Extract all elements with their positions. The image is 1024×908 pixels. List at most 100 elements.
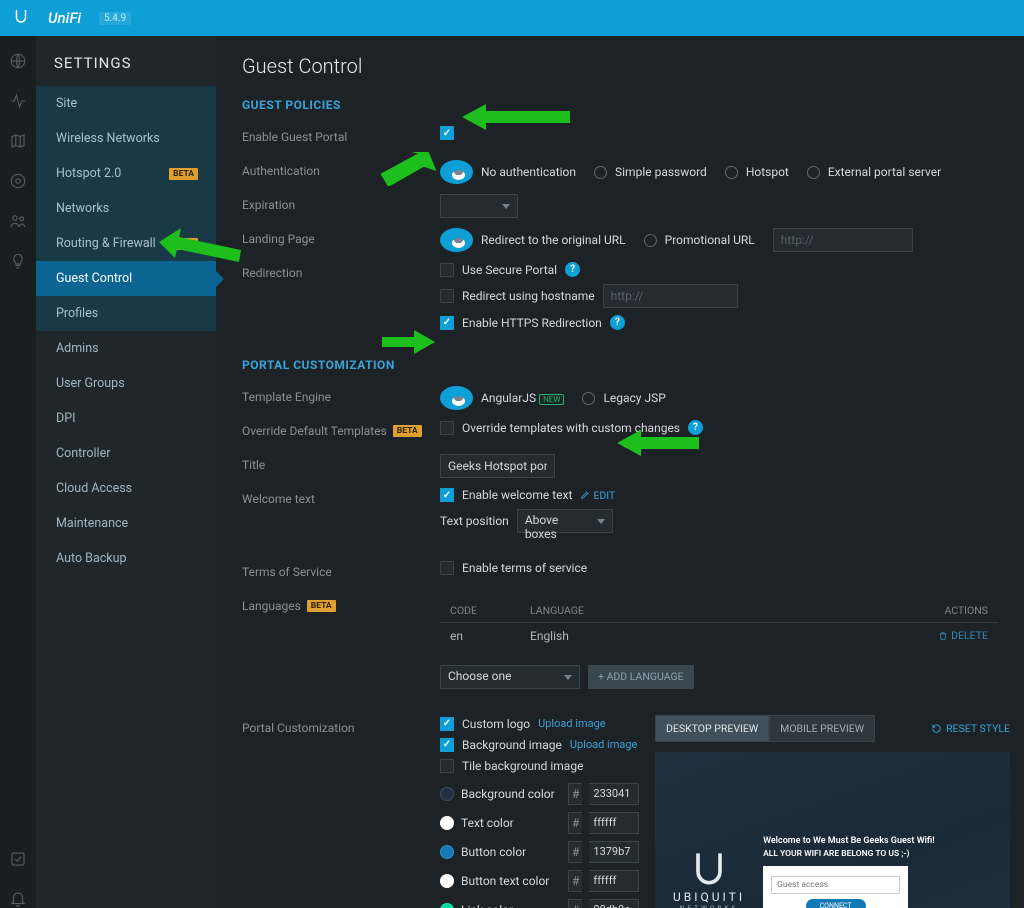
- preview-connect-button: CONNECT: [806, 899, 866, 908]
- guest-policies-heading: GUEST POLICIES: [242, 98, 998, 112]
- tpl-radio[interactable]: [582, 392, 595, 405]
- title-input[interactable]: [440, 454, 555, 478]
- portal-custom-heading: PORTAL CUSTOMIZATION: [242, 358, 998, 372]
- bell-icon[interactable]: [9, 890, 27, 908]
- template-label: Template Engine: [242, 386, 440, 404]
- add-language-button[interactable]: ADD LANGUAGE: [588, 665, 694, 689]
- disc-icon[interactable]: [9, 172, 27, 190]
- pencil-icon: [580, 490, 590, 500]
- landing-radio[interactable]: [644, 234, 657, 247]
- secure-portal-checkbox[interactable]: [440, 263, 454, 277]
- lang-head-actions: ACTIONS: [898, 604, 988, 617]
- auth-radio[interactable]: [440, 160, 473, 184]
- textpos-select[interactable]: Above boxes: [517, 509, 613, 533]
- landing-radio[interactable]: [440, 228, 473, 252]
- nav-item-site[interactable]: Site: [36, 86, 216, 121]
- portal-customization-label: Portal Customization: [242, 717, 440, 735]
- color-swatch[interactable]: [440, 787, 454, 801]
- override-label: Override Default TemplatesBETA: [242, 420, 440, 438]
- left-icon-rail: [0, 36, 36, 908]
- bg-image-checkbox[interactable]: [440, 738, 454, 752]
- lang-head-code: CODE: [450, 604, 530, 617]
- hex-input[interactable]: [589, 899, 639, 908]
- tpl-radio[interactable]: [440, 386, 473, 410]
- upload-logo-link[interactable]: Upload image: [538, 717, 606, 730]
- nav-item-user-groups[interactable]: User Groups: [36, 366, 216, 401]
- auth-radio[interactable]: [594, 166, 607, 179]
- settings-title: SETTINGS: [36, 50, 216, 86]
- tos-checkbox[interactable]: [440, 561, 454, 575]
- help-icon[interactable]: ?: [565, 262, 580, 277]
- hex-input[interactable]: [589, 841, 639, 863]
- nav-item-hotspot-2-0[interactable]: Hotspot 2.0BETA: [36, 156, 216, 191]
- nav-item-profiles[interactable]: Profiles: [36, 296, 216, 331]
- welcome-edit-link[interactable]: EDIT: [580, 489, 615, 502]
- hex-input[interactable]: [589, 812, 639, 834]
- landing-label: Landing Page: [242, 228, 440, 246]
- color-swatch[interactable]: [440, 874, 454, 888]
- ubiquiti-logo-icon: [687, 846, 731, 890]
- map-icon[interactable]: [9, 132, 27, 150]
- enable-portal-label: Enable Guest Portal: [242, 126, 440, 144]
- languages-table: CODE LANGUAGE ACTIONS en English DELETE: [440, 599, 998, 650]
- preview-guest-input: [771, 876, 900, 894]
- color-swatch[interactable]: [440, 845, 454, 859]
- https-redirect-checkbox[interactable]: [440, 316, 454, 330]
- redirect-hostname-input[interactable]: [603, 284, 738, 308]
- tos-checkbox-label: Enable terms of service: [462, 561, 587, 575]
- users-icon[interactable]: [9, 212, 27, 230]
- languages-label: LanguagesBETA: [242, 595, 440, 613]
- activity-icon[interactable]: [9, 92, 27, 110]
- override-checkbox[interactable]: [440, 421, 454, 435]
- main-content: Guest Control GUEST POLICIES Enable Gues…: [216, 36, 1024, 908]
- redirect-hostname-checkbox[interactable]: [440, 289, 454, 303]
- expiration-select[interactable]: [440, 194, 518, 218]
- tos-label: Terms of Service: [242, 561, 440, 579]
- upload-bg-link[interactable]: Upload image: [570, 738, 638, 751]
- reset-style-button[interactable]: RESET STYLE: [931, 722, 1010, 735]
- help-icon[interactable]: ?: [610, 315, 625, 330]
- welcome-checkbox[interactable]: [440, 488, 454, 502]
- nav-item-auto-backup[interactable]: Auto Backup: [36, 541, 216, 576]
- title-label: Title: [242, 454, 440, 472]
- lang-delete-button[interactable]: DELETE: [938, 629, 988, 642]
- enable-portal-checkbox[interactable]: [440, 126, 454, 140]
- color-swatch[interactable]: [440, 903, 454, 908]
- color-swatch[interactable]: [440, 816, 454, 830]
- tile-bg-checkbox[interactable]: [440, 759, 454, 773]
- brand-icon: [12, 7, 30, 30]
- nav-item-networks[interactable]: Networks: [36, 191, 216, 226]
- bulb-icon[interactable]: [9, 252, 27, 270]
- brand-text: UniFi: [48, 9, 81, 27]
- check-icon[interactable]: [9, 850, 27, 868]
- mobile-preview-tab[interactable]: MOBILE PREVIEW: [769, 715, 875, 742]
- welcome-label: Welcome text: [242, 488, 440, 506]
- lang-head-lang: LANGUAGE: [530, 604, 898, 617]
- annotation-arrow: [617, 426, 701, 460]
- welcome-checkbox-label: Enable welcome text: [462, 488, 572, 502]
- trash-icon: [938, 631, 948, 641]
- secure-portal-label: Use Secure Portal: [462, 263, 557, 277]
- nav-item-controller[interactable]: Controller: [36, 436, 216, 471]
- top-bar: UniFi 5.4.9: [0, 0, 1024, 36]
- globe-icon[interactable]: [9, 52, 27, 70]
- lang-choose-select[interactable]: Choose one: [440, 665, 580, 689]
- desktop-preview-tab[interactable]: DESKTOP PREVIEW: [655, 715, 769, 742]
- lang-row: en English DELETE: [440, 623, 998, 650]
- auth-radio[interactable]: [807, 166, 820, 179]
- https-redirect-label: Enable HTTPS Redirection: [462, 316, 602, 330]
- hex-input[interactable]: [589, 783, 639, 805]
- annotation-arrow: [462, 100, 572, 134]
- nav-item-admins[interactable]: Admins: [36, 331, 216, 366]
- nav-item-wireless-networks[interactable]: Wireless Networks: [36, 121, 216, 156]
- nav-item-maintenance[interactable]: Maintenance: [36, 506, 216, 541]
- auth-radio[interactable]: [725, 166, 738, 179]
- expiration-label: Expiration: [242, 194, 440, 212]
- annotation-arrow: [380, 152, 436, 186]
- custom-logo-checkbox[interactable]: [440, 717, 454, 731]
- settings-sidebar: SETTINGS SiteWireless NetworksHotspot 2.…: [36, 36, 216, 908]
- nav-item-dpi[interactable]: DPI: [36, 401, 216, 436]
- hex-input[interactable]: [589, 870, 639, 892]
- nav-item-cloud-access[interactable]: Cloud Access: [36, 471, 216, 506]
- promo-url-input[interactable]: [773, 228, 913, 252]
